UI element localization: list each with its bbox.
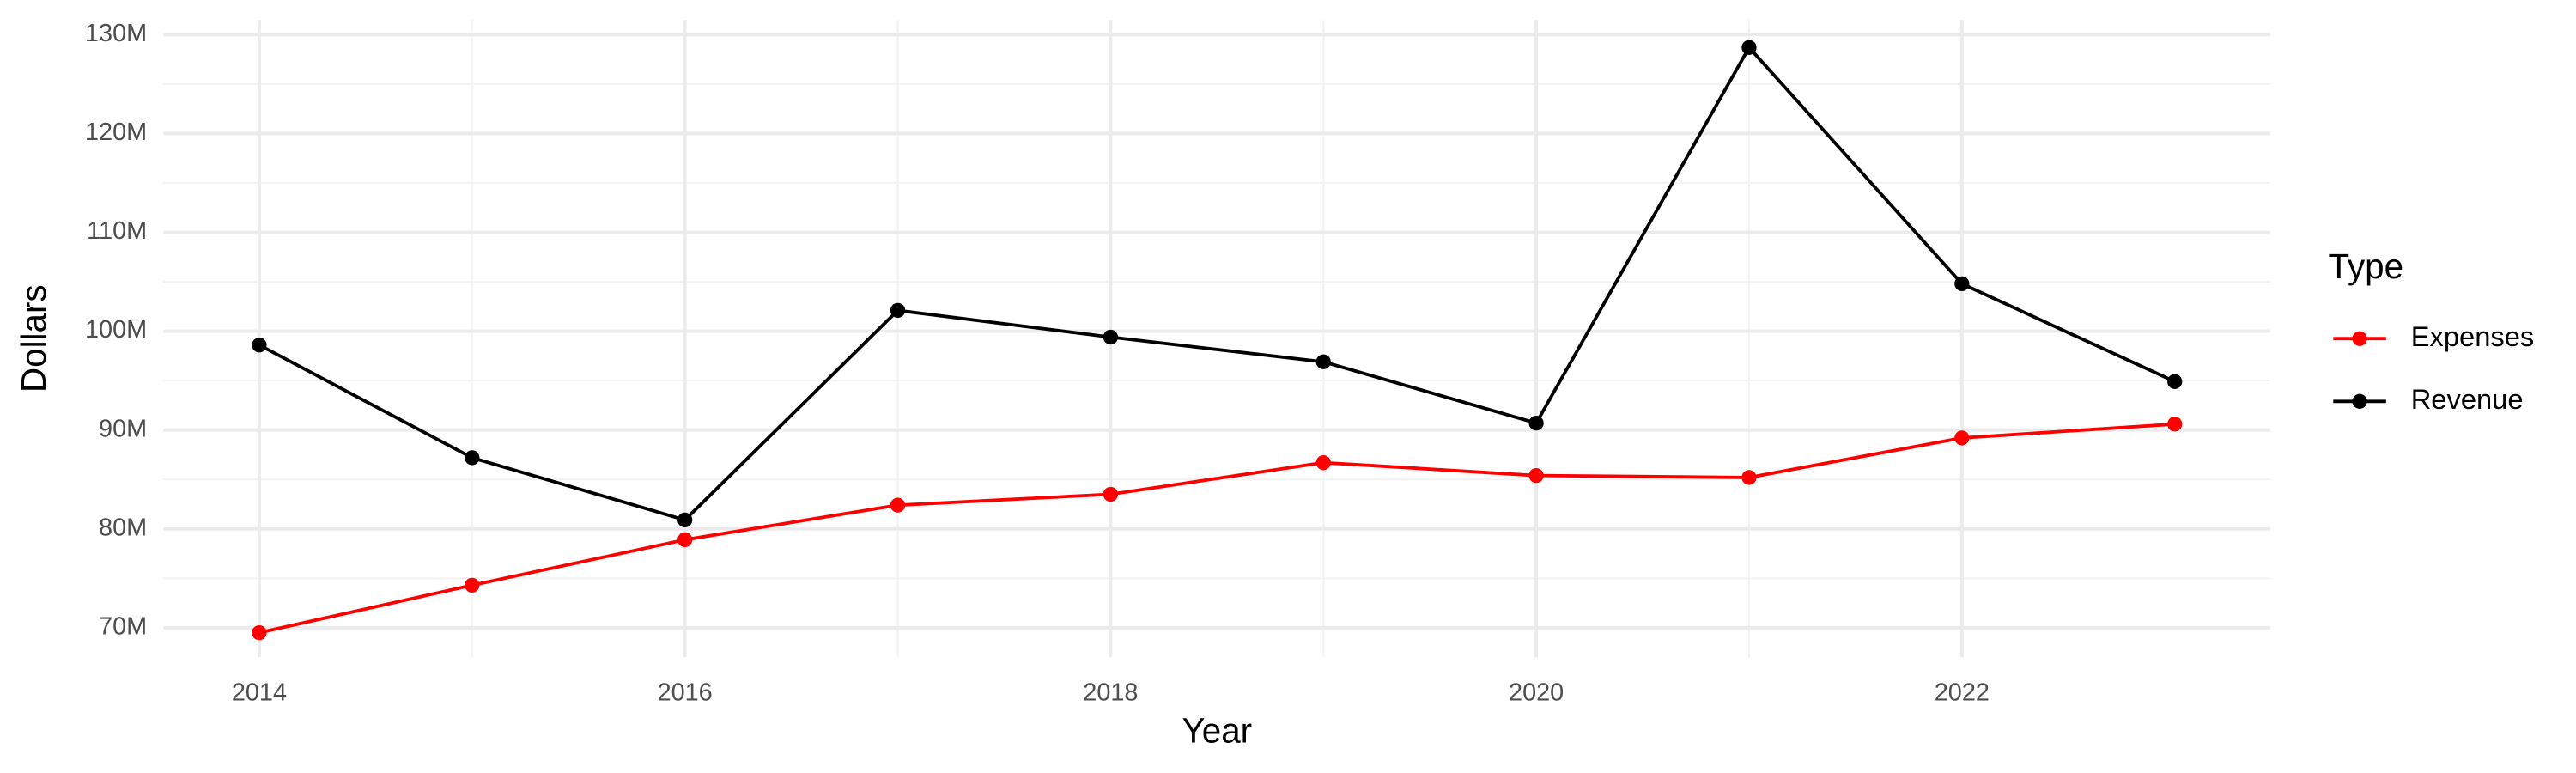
- x-tick-label: 2022: [1935, 679, 1990, 706]
- y-axis-title: Dollars: [14, 284, 53, 393]
- data-point: [1954, 276, 1970, 292]
- y-tick-label: 110M: [87, 217, 147, 245]
- x-tick-label: 2014: [232, 679, 287, 706]
- y-tick-label: 120M: [85, 119, 147, 146]
- data-point: [890, 302, 906, 319]
- x-axis-title: Year: [1182, 711, 1253, 751]
- x-tick-label: 2018: [1083, 679, 1138, 706]
- legend-label: Revenue: [2411, 383, 2524, 415]
- y-tick-label: 70M: [99, 612, 147, 640]
- legend-swatch: [2352, 331, 2367, 346]
- data-point: [252, 624, 267, 641]
- y-tick-label: 100M: [85, 316, 147, 344]
- data-point: [2167, 374, 2183, 389]
- data-point: [890, 497, 906, 513]
- data-point: [677, 512, 693, 528]
- data-point: [1741, 40, 1757, 55]
- legend-title: Type: [2329, 247, 2404, 286]
- grid: 70M 80M 90M 100M 110M 120M 130M 2014 2016 2018 202…: [85, 20, 2271, 706]
- data-point: [1954, 430, 1970, 446]
- series-line: [258, 422, 2175, 635]
- data-point: [1103, 329, 1119, 345]
- data-point: [1315, 455, 1331, 471]
- data-point: [1103, 486, 1119, 502]
- series-line: [258, 45, 2176, 522]
- y-tick-label: 80M: [99, 514, 147, 541]
- y-tick-label: 130M: [85, 20, 147, 47]
- legend-swatch: [2352, 393, 2367, 409]
- x-tick-label: 2016: [658, 679, 713, 706]
- x-tick-label: 2020: [1509, 679, 1564, 706]
- plot-area: [252, 40, 2183, 641]
- data-point: [2167, 417, 2183, 432]
- y-tick-label: 90M: [99, 415, 147, 442]
- data-point: [1528, 467, 1544, 484]
- legend: Expenses Revenue: [2333, 320, 2534, 415]
- data-point: [252, 338, 267, 353]
- data-point: [677, 532, 693, 548]
- data-point: [1315, 354, 1331, 369]
- data-point: [1528, 415, 1544, 431]
- data-point: [1741, 470, 1757, 485]
- data-point: [465, 577, 480, 593]
- legend-label: Expenses: [2411, 320, 2535, 352]
- data-point: [465, 450, 480, 466]
